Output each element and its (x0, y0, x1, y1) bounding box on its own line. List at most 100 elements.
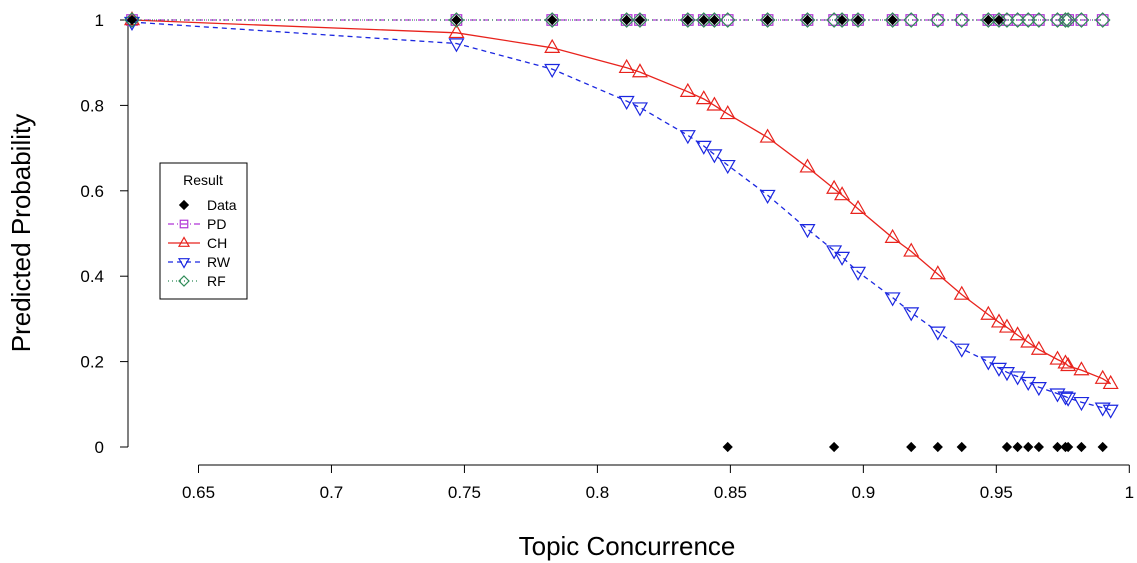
data-point (983, 14, 994, 26)
y-axis-title: Predicted Probability (6, 114, 36, 352)
series-point-rw (1057, 391, 1074, 406)
series-point-pd (708, 14, 721, 26)
legend-entry-rf: RF (168, 273, 226, 289)
series-point-pd (905, 14, 918, 26)
series-point-ch (1073, 361, 1090, 376)
series-point-rf (953, 12, 970, 28)
legend-marker-rw (177, 258, 191, 269)
series-point-ch (759, 128, 776, 143)
series-point-rw (1102, 404, 1119, 419)
series-point-pd (681, 14, 694, 26)
series-markers (123, 11, 1119, 453)
data-point (762, 14, 773, 26)
series-point-pd (801, 14, 814, 26)
series-point-rf (1031, 12, 1047, 28)
x-tick-label: 0.8 (586, 483, 610, 502)
series-point-rf (1009, 12, 1026, 28)
series-lines (131, 19, 1112, 411)
x-ticks: 0.65 0.7 0.75 0.8 0.85 0.9 0.95 1 (182, 465, 1134, 502)
series-point-ch (719, 105, 736, 120)
data-point (682, 14, 693, 26)
series-point-rw (929, 326, 946, 341)
series-point-pd (634, 14, 646, 26)
x-tick-label: 1 (1125, 483, 1134, 502)
legend-label-rf: RF (207, 273, 226, 289)
series-point-ch (850, 199, 867, 214)
series-point-rf (799, 12, 816, 28)
series-point-rw (1009, 371, 1026, 386)
series-point-ch (1094, 369, 1111, 384)
series-point-pd (546, 14, 559, 26)
series-point-rw (759, 189, 776, 204)
series-point-rf (826, 12, 842, 28)
data-point (634, 14, 646, 26)
series-point-rw (990, 362, 1008, 377)
data-point (828, 441, 840, 453)
series-point-ch (953, 285, 970, 300)
x-tick-label: 0.95 (980, 483, 1013, 502)
series-point-ch (695, 90, 712, 105)
y-tick-label: 1 (95, 11, 104, 30)
data-point (451, 14, 462, 26)
legend-marker-rf (178, 275, 190, 287)
series-point-rf (1057, 12, 1074, 28)
legend-title: Result (183, 172, 223, 188)
data-point (932, 441, 943, 453)
series-line-rw (131, 21, 1111, 411)
series-point-ch (884, 228, 901, 243)
series-point-ch (1102, 374, 1119, 390)
series-point-rf (884, 12, 901, 28)
data-point (802, 14, 813, 26)
series-point-rw (834, 251, 851, 266)
series-point-rw (1060, 392, 1077, 407)
series-point-pd (1096, 14, 1109, 26)
series-point-rf (929, 12, 946, 28)
series-point-rw (544, 63, 561, 79)
series-point-ch (826, 179, 843, 194)
series-point-ch (631, 63, 648, 78)
series-point-ch (834, 186, 851, 201)
legend-entry-ch: CH (168, 235, 227, 251)
series-point-ch (799, 158, 816, 173)
series-point-ch (618, 58, 635, 74)
series-point-ch (679, 82, 696, 97)
series-point-ch (998, 318, 1015, 333)
series-point-pd (886, 14, 899, 26)
legend-entry-pd: PD (168, 216, 226, 232)
series-point-rw (903, 307, 920, 322)
series-point-rf (1049, 12, 1066, 28)
x-axis-title: Topic Concurrence (519, 531, 736, 561)
series-point-ch (1057, 354, 1074, 369)
y-ticks: 0 0.2 0.4 0.6 0.8 1 (80, 11, 128, 457)
series-point-rf (903, 12, 920, 28)
series-point-ch (1020, 333, 1037, 348)
legend-entries: Data PD CH RW RF (168, 197, 237, 289)
data-point (547, 14, 558, 26)
series-point-pd (955, 14, 968, 26)
series-point-rw (998, 367, 1015, 382)
series-point-rf (991, 12, 1007, 28)
series-point-rw (719, 159, 736, 175)
data-point (852, 14, 864, 26)
legend-marker-pd (179, 219, 189, 229)
series-point-rw (448, 38, 465, 53)
series-point-pd (1062, 14, 1074, 26)
data-point (1052, 441, 1063, 453)
legend-label-data: Data (207, 197, 237, 213)
series-point-rf (1073, 12, 1090, 28)
series-point-rf (850, 12, 866, 28)
series-point-rw (884, 292, 901, 307)
x-tick-label: 0.75 (448, 483, 481, 502)
series-point-ch (903, 242, 920, 257)
data-point (1023, 441, 1034, 453)
series-point-rw (1073, 396, 1090, 412)
series-point-rw (850, 266, 867, 281)
data-point (1097, 441, 1108, 453)
x-tick-label: 0.65 (182, 483, 215, 502)
series-point-rw (618, 95, 635, 111)
series-point-ch (1049, 350, 1066, 365)
series-line-ch (131, 19, 1112, 385)
series-point-rw (953, 343, 970, 358)
series-point-pd (761, 14, 774, 26)
series-point-rf (448, 12, 465, 28)
